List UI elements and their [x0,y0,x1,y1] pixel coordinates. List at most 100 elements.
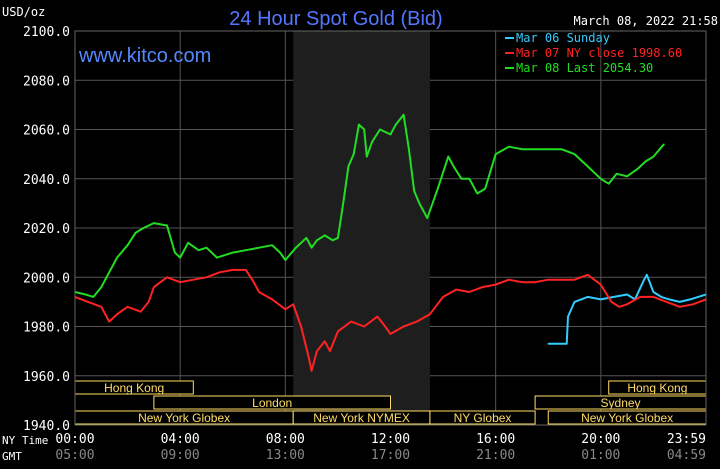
legend-entry: Mar 06 Sunday [516,31,610,45]
session-label: London [252,396,292,410]
series-point-1 [147,301,150,303]
series-point-1 [245,269,247,271]
series-point-2 [363,128,366,131]
series-point-2 [179,256,181,259]
series-point-2 [305,237,308,239]
series-point-2 [352,153,355,155]
legend-entry: Mar 08 Last 2054.30 [516,61,653,75]
series-point-2 [258,246,260,249]
series-point-1 [618,306,621,308]
session-label: New York Globex [581,411,673,425]
series-point-1 [252,281,255,283]
series-point-1 [292,303,295,306]
legend-entry: Mar 07 NY close 1998.60 [516,46,682,60]
plot-border [74,30,707,426]
x-tick-gmt-label: 17:00 [371,448,410,463]
series-point-0 [613,296,615,298]
series-line-2 [74,113,665,298]
series-point-1 [468,291,471,293]
session-label: New York NYMEX [313,411,410,425]
series-point-2 [316,239,318,242]
series-point-2 [426,217,429,219]
series-point-1 [139,310,142,313]
x-axis-ny-label: NY Time [2,434,48,447]
series-point-2 [108,271,110,274]
watermark: www.kitco.com [78,45,211,67]
x-tick-ny-label: 23:59 [667,432,706,447]
series-point-2 [134,232,137,234]
series-point-2 [652,155,655,158]
series-point-1 [692,303,694,306]
series-point-1 [389,333,392,335]
series-point-2 [142,227,145,229]
series-point-2 [166,224,168,227]
y-tick-label: 2080.0 [23,74,70,89]
series-point-0 [689,298,692,301]
series-point-1 [573,278,576,281]
series-point-2 [153,222,155,224]
x-axis-gmt-label: GMT [2,450,22,463]
series-point-1 [271,298,273,301]
y-tick-label: 2060.0 [23,124,70,139]
x-tick-ny-label: 16:00 [476,432,515,447]
series-point-2 [92,296,95,298]
series-point-2 [476,192,479,195]
series-point-2 [644,160,647,163]
series-point-2 [84,293,87,296]
series-point-0 [600,298,602,301]
series-point-1 [205,276,208,279]
series-point-2 [447,155,450,158]
series-point-1 [376,315,379,318]
series-point-1 [308,357,310,360]
series-point-1 [429,313,431,315]
series-point-2 [358,123,360,126]
series-point-2 [197,249,200,251]
series-point-2 [560,148,563,150]
series-point-2 [389,133,392,136]
session-shade-rect [293,31,430,425]
series-point-2 [547,148,550,150]
series-point-0 [586,296,589,298]
series-point-2 [534,148,536,150]
series-point-1 [350,320,352,323]
x-tick-gmt-label: 09:00 [161,448,200,463]
price-series [74,113,707,372]
series-point-2 [408,148,410,150]
series-point-2 [437,187,439,190]
x-tick-ny-label: 12:00 [371,432,410,447]
y-tick-label: 1980.0 [23,321,70,336]
series-point-2 [245,249,247,251]
series-point-2 [205,246,208,249]
series-point-2 [663,143,665,146]
x-tick-ny-label: 04:00 [161,432,200,447]
series-point-1 [310,370,313,372]
series-point-2 [452,165,455,168]
y-tick-label: 1960.0 [23,370,70,385]
x-tick-ny-label: 20:00 [581,432,620,447]
series-point-2 [331,239,334,242]
series-point-1 [337,330,339,333]
series-point-2 [379,128,381,131]
series-point-1 [166,276,168,279]
y-tick-label: 2040.0 [23,173,70,188]
series-point-1 [665,301,668,303]
series-point-2 [521,148,523,150]
series-point-1 [126,306,129,308]
series-point-1 [560,278,563,281]
series-point-1 [100,306,103,308]
x-tick-gmt-label: 01:00 [581,448,620,463]
series-point-1 [586,273,589,276]
chart-title: 24 Hour Spot Gold (Bid) [229,8,442,30]
series-point-1 [329,350,331,352]
session-bar [429,410,536,425]
session-bar [153,395,391,410]
series-point-0 [565,342,568,345]
series-point-1 [652,296,655,298]
series-point-0 [646,273,648,276]
series-point-0 [660,296,663,298]
series-point-2 [323,234,326,237]
y-tick-label: 2000.0 [23,271,70,286]
series-point-2 [279,251,281,254]
